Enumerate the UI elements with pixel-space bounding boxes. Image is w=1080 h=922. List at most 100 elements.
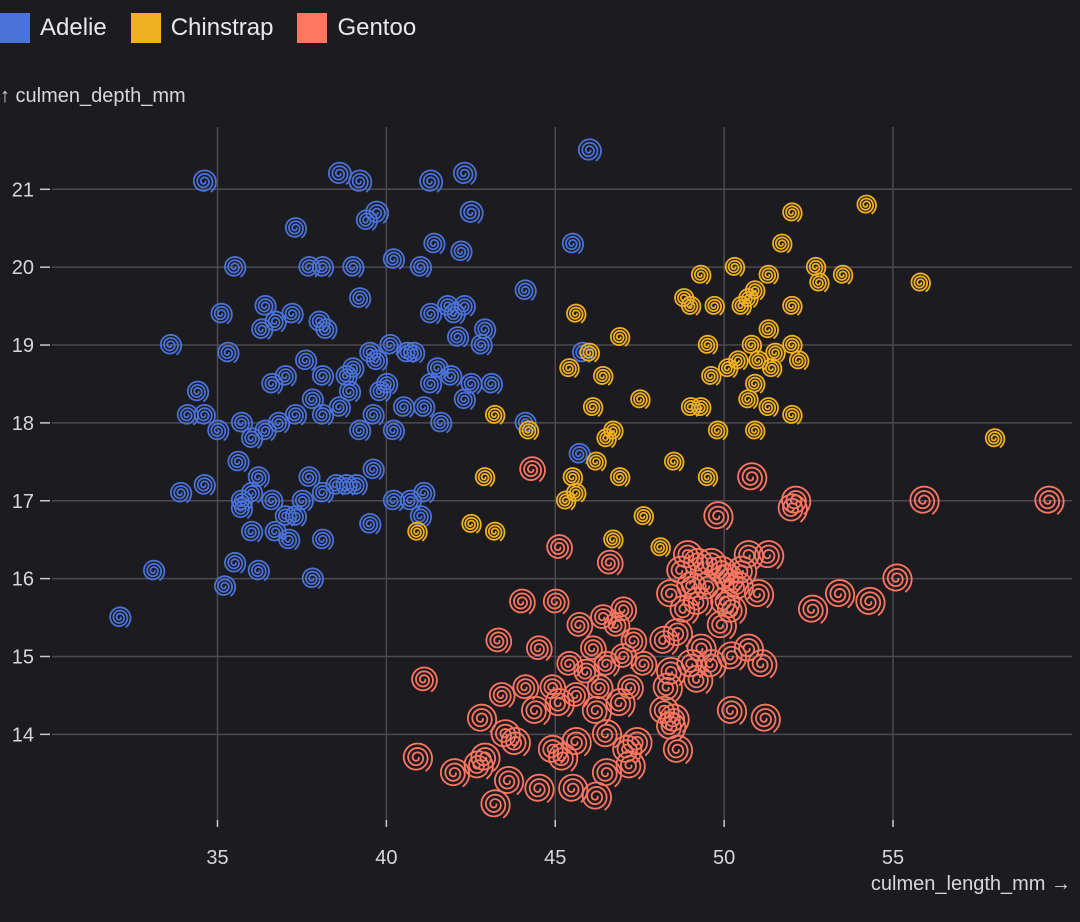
adelie-point-47 xyxy=(474,318,497,340)
adelie-point-48 xyxy=(261,372,284,395)
x-tick-label-40: 40 xyxy=(375,847,397,869)
gentoo-point-28 xyxy=(542,588,570,615)
gentoo-point-40 xyxy=(716,641,748,671)
adelie-point-52 xyxy=(342,357,365,379)
gentoo-point-7 xyxy=(777,493,808,523)
legend-item-chinstrap: Chinstrap xyxy=(130,13,274,43)
gentoo-point-53 xyxy=(539,674,567,700)
gentoo-point-22 xyxy=(743,579,775,609)
gentoo-point-75 xyxy=(591,719,623,749)
gentoo-point-15 xyxy=(754,540,785,570)
adelie-point-104 xyxy=(224,551,247,574)
chinstrap-point-7 xyxy=(724,256,746,277)
gentoo-point-82 xyxy=(463,750,494,780)
adelie-point-70 xyxy=(328,396,351,418)
gentoo-point-70 xyxy=(490,719,521,749)
gentoo-point-3 xyxy=(781,485,812,515)
gentoo-point-61 xyxy=(521,695,552,725)
adelie-point-21 xyxy=(561,232,585,254)
gentoo-point-64 xyxy=(605,688,636,718)
gentoo-point-26 xyxy=(882,563,913,593)
adelie-point-88 xyxy=(240,481,264,504)
gentoo-point-19 xyxy=(669,594,700,624)
gentoo-point-56 xyxy=(617,674,644,700)
gentoo-point-27 xyxy=(509,588,536,615)
gentoo-point-32 xyxy=(526,635,553,661)
chinstrap-point-53 xyxy=(474,467,496,487)
adelie-point-29 xyxy=(419,302,443,325)
legend-swatch-chinstrap xyxy=(130,13,161,43)
adelie-point-76 xyxy=(453,388,476,410)
gentoo-point-2 xyxy=(737,462,768,492)
chinstrap-point-45 xyxy=(603,420,624,441)
adelie-point-28 xyxy=(315,318,338,340)
chinstrap-point-39 xyxy=(690,397,712,417)
adelie-point-39 xyxy=(365,349,389,371)
y-axis-label: ↑ culmen_depth_mm xyxy=(0,85,186,107)
chinstrap-point-36 xyxy=(630,389,651,409)
gentoo-point-84 xyxy=(524,773,555,803)
gentoo-point-80 xyxy=(615,750,646,780)
chinstrap-point-25 xyxy=(782,334,803,355)
adelie-point-96 xyxy=(230,497,254,519)
adelie-point-8 xyxy=(355,209,378,231)
adelie-point-27 xyxy=(308,310,331,332)
gentoo-point-86 xyxy=(591,758,623,788)
chinstrap-point-29 xyxy=(728,350,749,370)
adelie-point-110 xyxy=(571,341,595,364)
chinstrap-point-57 xyxy=(633,506,654,526)
adelie-point-6 xyxy=(459,200,484,224)
gentoo-point-73 xyxy=(548,742,579,772)
gentoo-point-50 xyxy=(676,649,707,679)
adelie-point-90 xyxy=(291,489,314,511)
chinstrap-point-28 xyxy=(718,358,739,378)
chinstrap-point-20 xyxy=(609,327,631,347)
adelie-point-78 xyxy=(227,450,250,473)
adelie-point-42 xyxy=(403,341,426,364)
adelie-point-16 xyxy=(423,232,446,254)
x-tick-label-35: 35 xyxy=(206,847,228,869)
chinstrap-point-44 xyxy=(596,428,617,448)
gentoo-point-4 xyxy=(909,485,940,515)
chinstrap-point-4 xyxy=(805,256,827,277)
chinstrap-point-56 xyxy=(555,490,577,511)
adelie-point-22 xyxy=(210,302,233,325)
chinstrap-point-33 xyxy=(701,365,722,386)
adelie-point-34 xyxy=(217,341,240,364)
chinstrap-point-30 xyxy=(748,350,769,370)
gentoo-point-63 xyxy=(581,695,612,725)
adelie-point-33 xyxy=(159,333,183,356)
adelie-point-92 xyxy=(335,474,358,496)
chinstrap-point-51 xyxy=(562,467,584,487)
legend-label-chinstrap: Chinstrap xyxy=(170,14,274,41)
adelie-point-77 xyxy=(568,442,591,465)
legend-swatch-gentoo xyxy=(297,13,328,43)
chinstrap-point-50 xyxy=(663,451,685,472)
adelie-point-3 xyxy=(348,169,373,193)
gentoo-point-51 xyxy=(696,649,727,679)
adelie-point-54 xyxy=(376,372,399,395)
x-tick-label-50: 50 xyxy=(713,847,735,869)
gentoo-point-31 xyxy=(610,596,638,622)
gentoo-point-60 xyxy=(488,682,516,708)
gentoo-point-29 xyxy=(566,611,594,638)
adelie-point-15 xyxy=(409,256,433,278)
gentoo-point-30 xyxy=(590,604,617,630)
adelie-point-58 xyxy=(460,372,483,395)
adelie-point-63 xyxy=(207,419,230,441)
adelie-point-60 xyxy=(186,380,210,402)
chinstrap-point-46 xyxy=(707,420,729,441)
gentoo-point-78 xyxy=(662,734,694,764)
adelie-point-25 xyxy=(254,294,277,317)
gentoo-point-66 xyxy=(659,703,690,733)
gentoo-point-79 xyxy=(612,734,643,764)
gentoo-point-87 xyxy=(581,781,612,811)
adelie-point-57 xyxy=(419,372,443,395)
chinstrap-point-47 xyxy=(745,420,766,441)
gentoo-point-62 xyxy=(544,688,575,718)
gentoo-point-52 xyxy=(512,674,540,700)
gentoo-point-35 xyxy=(620,627,648,654)
y-tick-label-16: 16 xyxy=(12,569,34,591)
gentoo-point-10 xyxy=(666,555,697,585)
gentoo-point-6 xyxy=(703,501,734,531)
